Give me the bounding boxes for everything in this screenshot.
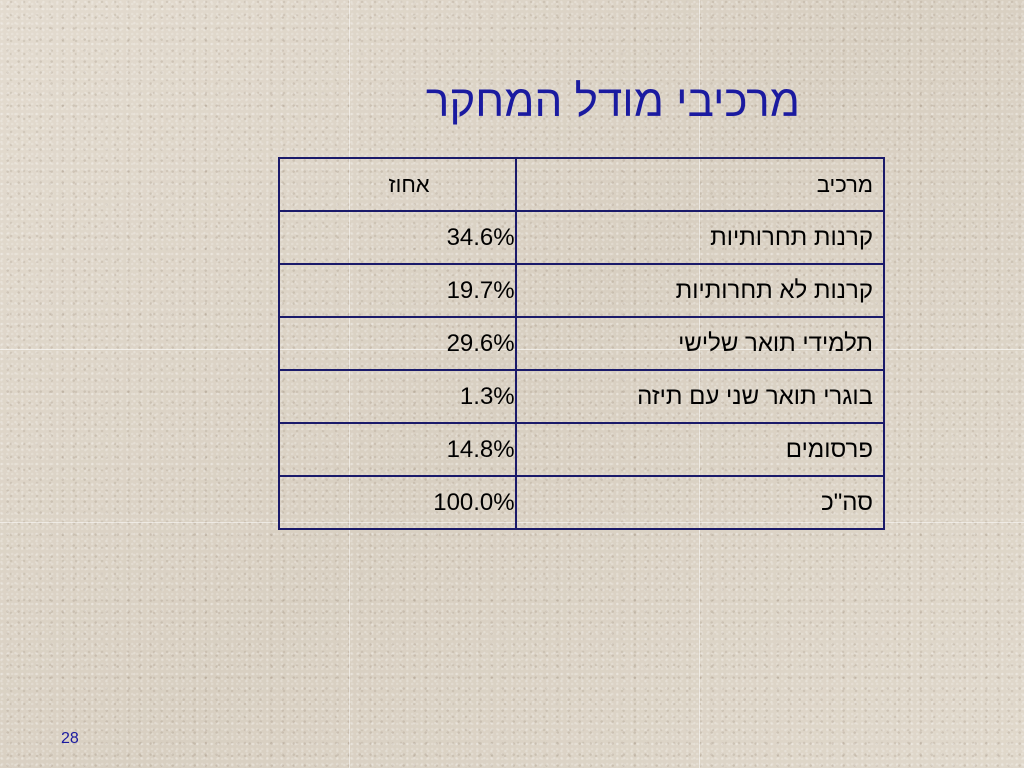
row-component: קרנות לא תחרותיות: [514, 263, 886, 318]
row-percent-cell: 100.0%: [278, 475, 517, 530]
table-header-row: מרכיב אחוז: [278, 157, 886, 212]
table-row: קרנות תחרותיות 34.6%: [278, 210, 886, 265]
row-percent: 100.0%: [433, 488, 515, 516]
row-component: פרסומים: [514, 422, 886, 477]
table-row: פרסומים 14.8%: [278, 422, 886, 477]
row-component: קרנות תחרותיות: [514, 210, 886, 265]
table-row: בוגרי תואר שני עם תיזה 1.3%: [278, 369, 886, 424]
row-percent-cell: 1.3%: [278, 369, 517, 424]
row-component: תלמידי תואר שלישי: [514, 316, 886, 371]
slide-title: מרכיבי מודל המחקר: [425, 77, 800, 126]
research-model-table: מרכיב אחוז קרנות תחרותיות 34.6% קרנות לא…: [278, 157, 886, 530]
row-percent: 34.6%: [446, 223, 515, 251]
row-percent-cell: 14.8%: [278, 422, 517, 477]
row-percent: 29.6%: [446, 329, 515, 357]
row-percent: 19.7%: [446, 276, 515, 304]
row-percent-cell: 29.6%: [278, 316, 517, 371]
table-row: קרנות לא תחרותיות 19.7%: [278, 263, 886, 318]
header-component: מרכיב: [514, 157, 886, 212]
row-percent: 14.8%: [446, 435, 515, 463]
table-row: תלמידי תואר שלישי 29.6%: [278, 316, 886, 371]
header-percent: אחוז: [278, 157, 517, 212]
row-percent-cell: 19.7%: [278, 263, 517, 318]
row-component: סה"כ: [514, 475, 886, 530]
row-percent-cell: 34.6%: [278, 210, 517, 265]
table-row: סה"כ 100.0%: [278, 475, 886, 530]
row-percent: 1.3%: [459, 382, 515, 410]
row-component: בוגרי תואר שני עם תיזה: [514, 369, 886, 424]
page-number: 28: [61, 730, 79, 747]
